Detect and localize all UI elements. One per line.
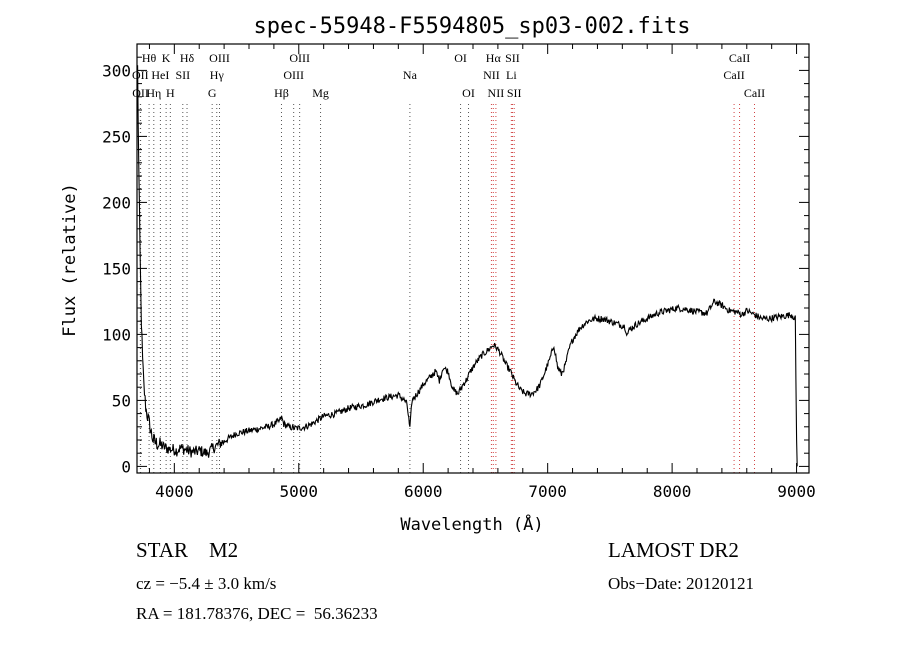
y-tick-label: 200 xyxy=(102,193,131,212)
spectral-line-label: CaII xyxy=(729,51,750,65)
spectral-line-label: Hβ xyxy=(274,86,289,100)
spectral-line-label: OIII xyxy=(209,51,230,65)
survey-label: LAMOST DR2 xyxy=(608,538,739,562)
y-axis-label: Flux (relative) xyxy=(60,183,80,337)
spectral-line-label: Hδ xyxy=(180,51,195,65)
y-axis-ticks: 0 50 100 150 200 250 300 xyxy=(102,56,809,476)
y-tick-label: 250 xyxy=(102,127,131,146)
x-tick-label: 9000 xyxy=(777,482,816,501)
spectral-line-label: Hα xyxy=(486,51,502,65)
spectral-line-label: NII xyxy=(488,86,505,100)
line-markers xyxy=(139,104,755,473)
x-tick-label: 5000 xyxy=(280,482,319,501)
spectral-line-label: NII xyxy=(483,68,500,82)
spectral-line-label: Mg xyxy=(312,86,329,100)
y-tick-label: 300 xyxy=(102,61,131,80)
spectral-line-label: SII xyxy=(507,86,522,100)
y-tick-label: 150 xyxy=(102,259,131,278)
x-tick-label: 8000 xyxy=(653,482,692,501)
coordinates-label: RA = 181.78376, DEC = 56.36233 xyxy=(136,604,378,623)
y-tick-label: 100 xyxy=(102,325,131,344)
y-tick-label: 50 xyxy=(112,391,131,410)
spectral-line-label: Li xyxy=(506,68,517,82)
spectral-line-label: G xyxy=(208,86,217,100)
spectral-line-label: K xyxy=(162,51,171,65)
x-axis-ticks: 4000 5000 6000 7000 8000 9000 xyxy=(148,44,816,501)
spectral-line-label: OIII xyxy=(289,51,310,65)
redshift-label: cz = −5.4 ± 3.0 km/s xyxy=(136,574,277,593)
chart-title: spec-55948-F5594805_sp03-002.fits xyxy=(253,14,690,39)
spectral-line-label: SII xyxy=(175,68,190,82)
spectral-line-label: OIII xyxy=(283,68,304,82)
spectral-line-label: OII xyxy=(132,68,149,82)
plot-frame xyxy=(136,43,810,474)
y-tick-label: 0 xyxy=(121,457,131,476)
spectral-line-label: CaII xyxy=(723,68,744,82)
x-tick-label: 6000 xyxy=(404,482,443,501)
spectral-line-label: CaII xyxy=(744,86,765,100)
spectral-line-label: OI xyxy=(462,86,475,100)
spectral-line-label: SII xyxy=(505,51,520,65)
spectral-line-label: HeI xyxy=(151,68,169,82)
spectral-line-label: Hγ xyxy=(210,68,225,82)
obs-date-label: Obs−Date: 20120121 xyxy=(608,574,755,593)
spectral-line-label: Na xyxy=(403,68,418,82)
object-class-label: STAR M2 xyxy=(136,538,239,562)
x-tick-label: 4000 xyxy=(155,482,194,501)
spectral-line-label: Hθ xyxy=(142,51,157,65)
spectral-line-label: Hη xyxy=(146,86,161,100)
x-axis-label: Wavelength (Å) xyxy=(400,513,543,535)
spectral-line-label: H xyxy=(166,86,175,100)
spectral-line-label: OI xyxy=(454,51,467,65)
x-tick-label: 7000 xyxy=(528,482,567,501)
flux-series-line xyxy=(137,65,798,467)
